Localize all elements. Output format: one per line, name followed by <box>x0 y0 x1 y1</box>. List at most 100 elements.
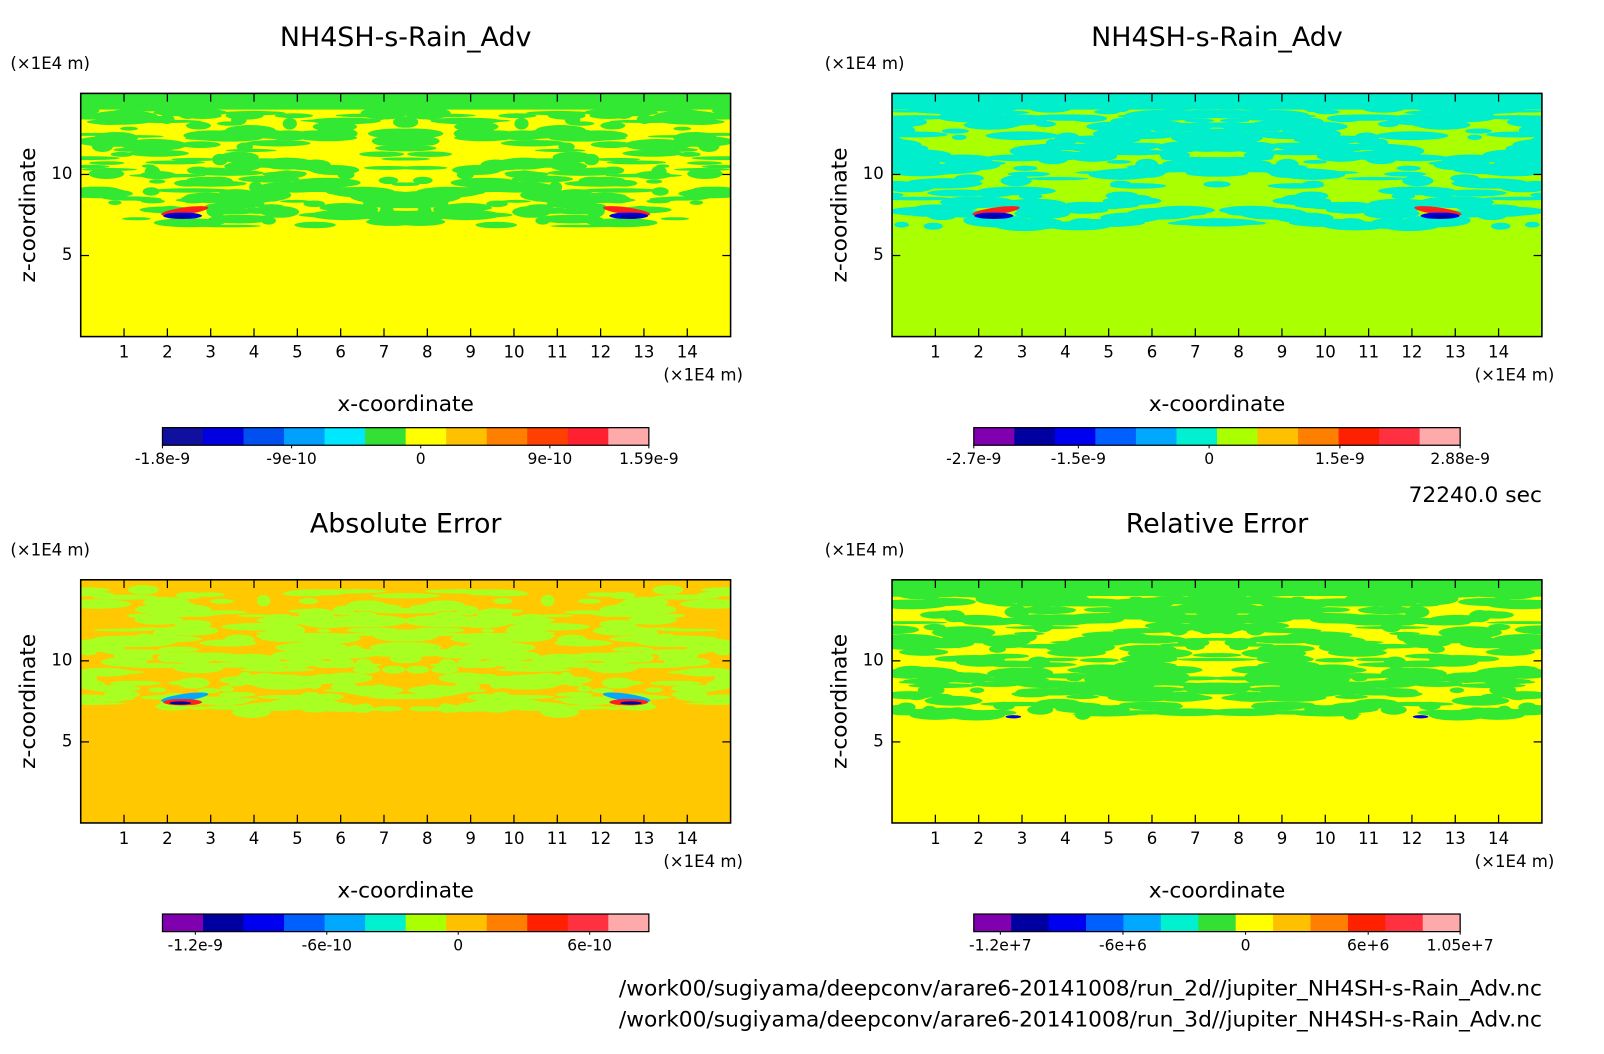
field-patch <box>434 119 511 123</box>
field-patch <box>500 139 566 147</box>
field-patch <box>332 605 355 616</box>
field-patch <box>993 634 1031 647</box>
field-patch <box>1329 140 1349 149</box>
field-patch <box>623 662 702 668</box>
field-patch <box>186 176 228 183</box>
x-tick-label: 9 <box>1277 829 1288 848</box>
field-patch <box>511 175 573 183</box>
field-patch <box>506 624 538 637</box>
field-patch <box>1239 207 1308 220</box>
colorbar-box <box>1135 427 1177 446</box>
field-patch <box>1524 221 1540 228</box>
field-patch <box>1129 596 1144 601</box>
colorbar-label: 0 <box>1241 937 1251 955</box>
x-tick-label: 3 <box>205 829 216 848</box>
field-patch <box>1096 149 1172 156</box>
field-patch <box>494 678 559 690</box>
field-patch <box>1099 675 1167 683</box>
field-patch <box>1467 134 1482 141</box>
field-patch <box>892 621 948 625</box>
field-patch <box>193 592 225 597</box>
field-patch <box>579 167 624 174</box>
x-tick-label: 12 <box>590 829 611 848</box>
field-patch <box>1102 710 1175 715</box>
field <box>892 93 1542 337</box>
field-patch <box>1442 111 1463 116</box>
feature <box>169 214 192 219</box>
field-patch <box>1476 208 1508 221</box>
field-patch <box>1412 597 1442 600</box>
field-patch <box>541 193 600 206</box>
field-patch <box>1292 632 1353 637</box>
field-patch <box>124 635 202 643</box>
field-patch <box>911 172 934 177</box>
field-patch <box>1383 211 1406 222</box>
field-patch <box>173 662 224 674</box>
field-patch <box>1303 159 1328 164</box>
field-patch <box>1105 704 1144 708</box>
field-patch <box>490 691 512 702</box>
x-tick-label: 10 <box>503 343 524 362</box>
field-patch <box>1168 210 1208 216</box>
field-patch <box>1029 104 1072 113</box>
field-patch <box>628 615 677 625</box>
field-patch <box>1486 621 1542 625</box>
field-patch <box>514 117 529 130</box>
field-patch <box>1065 672 1083 682</box>
field-patch <box>280 199 311 203</box>
field-patch <box>691 156 731 161</box>
field-patch <box>456 605 479 616</box>
field-patch <box>1445 196 1466 207</box>
field-patch <box>1482 149 1542 161</box>
field-patch <box>1319 620 1397 624</box>
field-patch <box>294 221 336 229</box>
field-patch <box>1404 606 1430 619</box>
field-patch <box>646 199 671 204</box>
x-unit: (×1E4 m) <box>663 852 743 871</box>
field-patch <box>1232 109 1310 121</box>
field-patch <box>673 126 692 131</box>
field-patch <box>1384 171 1427 177</box>
field-patch <box>1219 118 1250 123</box>
field-patch <box>1004 606 1030 619</box>
field-patch <box>642 627 681 631</box>
field-patch <box>697 591 731 597</box>
x-tick-label: 14 <box>677 829 698 848</box>
field-patch <box>1412 681 1463 687</box>
field-patch <box>1048 683 1063 688</box>
colorbar-box <box>284 427 326 446</box>
field-patch <box>1207 708 1284 717</box>
colorbar-label: -1.8e-9 <box>135 450 190 468</box>
x-tick-label: 4 <box>249 829 260 848</box>
field-patch <box>924 695 983 706</box>
field-patch <box>1451 178 1530 189</box>
field-patch <box>246 660 287 670</box>
colorbar-box <box>1422 914 1461 932</box>
field-patch <box>556 634 588 645</box>
field-patch <box>952 102 976 113</box>
x-tick-label: 9 <box>465 343 476 362</box>
field-patch <box>1380 614 1413 620</box>
field-patch <box>892 625 920 635</box>
field-patch <box>303 200 325 208</box>
colorbar-box <box>1048 914 1087 932</box>
field-patch <box>1393 660 1452 668</box>
field-patch <box>654 588 671 593</box>
field-patch <box>383 642 442 654</box>
field-patch <box>1351 672 1369 682</box>
field-patch <box>923 222 943 230</box>
field-patch <box>378 593 440 599</box>
field-patch <box>89 684 141 693</box>
field-patch <box>671 690 709 699</box>
colorbar-frame <box>161 427 650 446</box>
field-patch <box>1083 607 1125 613</box>
field-patch <box>80 591 114 597</box>
field-patch <box>656 164 670 168</box>
field-patch <box>904 178 983 189</box>
colorbar-box <box>527 427 569 446</box>
colorbar-label: 9e-10 <box>527 450 572 468</box>
field-patch <box>80 599 132 609</box>
field-patch <box>1353 132 1380 145</box>
field-patch <box>1075 710 1091 720</box>
colorbar-label: -6e+6 <box>1099 937 1147 955</box>
